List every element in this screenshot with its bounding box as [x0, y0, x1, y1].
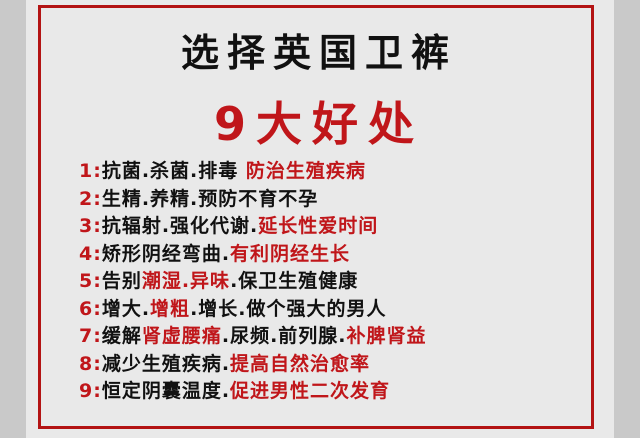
benefit-number: 2: — [79, 187, 102, 210]
benefit-highlight: 提高自然治愈率 — [230, 352, 371, 375]
benefit-item: 3:抗辐射.强化代谢.延长性爱时间 — [79, 213, 427, 241]
benefit-highlight: 潮湿.异味 — [141, 270, 231, 292]
benefit-item: 5:告别潮湿.异味.保卫生殖健康 — [79, 268, 427, 296]
benefit-item: 4:矫形阴经弯曲.有利阴经生长 — [79, 241, 427, 269]
benefit-item: 8:减少生殖疾病.提高自然治愈率 — [79, 351, 427, 379]
benefit-item: 9:恒定阴囊温度.促进男性二次发育 — [79, 378, 427, 406]
benefit-text: .增长.做个强大的男人 — [190, 297, 387, 320]
benefit-item: 2:生精.养精.预防不育不孕 — [79, 186, 427, 214]
benefit-text: 缓解 — [101, 325, 142, 347]
benefit-highlight: 增粗 — [150, 297, 191, 320]
benefit-text: 减少生殖疾病. — [101, 352, 231, 375]
benefit-number: 9: — [79, 380, 102, 402]
benefit-highlight: 有利阴经生长 — [230, 242, 351, 265]
benefit-item: 1:抗菌.杀菌.排毒 防治生殖疾病 — [79, 158, 427, 186]
benefit-item: 6:增大.增粗.增长.做个强大的男人 — [79, 296, 427, 324]
benefits-list: 1:抗菌.杀菌.排毒 防治生殖疾病 2:生精.养精.预防不育不孕 3:抗辐射.强化代… — [79, 158, 427, 406]
poster-subtitle: 9大好处 — [213, 97, 424, 151]
benefit-highlight: 促进男性二次发育 — [230, 380, 391, 402]
benefit-number: 4: — [79, 242, 102, 265]
benefit-number: 7: — [79, 325, 102, 347]
benefit-number: 6: — [79, 297, 102, 320]
benefit-text: 告别 — [101, 270, 142, 292]
benefit-item: 7:缓解肾虚腰痛.尿频.前列腺.补脾肾益 — [79, 323, 427, 351]
benefit-text: 生精.养精.预防不育不孕 — [101, 187, 319, 210]
left-shadow — [0, 0, 26, 438]
benefit-text: .尿频.前列腺. — [221, 325, 347, 347]
benefit-highlight: 防治生殖疾病 — [245, 160, 366, 182]
benefit-number: 5: — [79, 270, 102, 292]
right-shadow — [614, 0, 640, 438]
benefit-text: 抗辐射.强化代谢. — [101, 215, 259, 237]
benefit-text: 恒定阴囊温度. — [101, 380, 231, 402]
benefit-highlight: 肾虚腰痛 — [141, 325, 222, 347]
benefit-text: 抗菌.杀菌.排毒 — [101, 160, 246, 182]
benefit-number: 1: — [79, 160, 102, 182]
benefit-number: 8: — [79, 352, 102, 375]
poster-frame: 选择英国卫裤 9大好处 1:抗菌.杀菌.排毒 防治生殖疾病 2:生精.养精.预防不… — [38, 5, 594, 429]
benefit-text: 矫形阴经弯曲. — [101, 242, 231, 265]
benefit-number: 3: — [79, 215, 102, 237]
benefit-highlight: 延长性爱时间 — [258, 215, 379, 237]
benefit-text: .保卫生殖健康 — [230, 270, 359, 292]
benefit-text: 增大. — [101, 297, 151, 320]
poster-title: 选择英国卫裤 — [180, 31, 457, 75]
benefit-highlight: 补脾肾益 — [346, 325, 427, 347]
